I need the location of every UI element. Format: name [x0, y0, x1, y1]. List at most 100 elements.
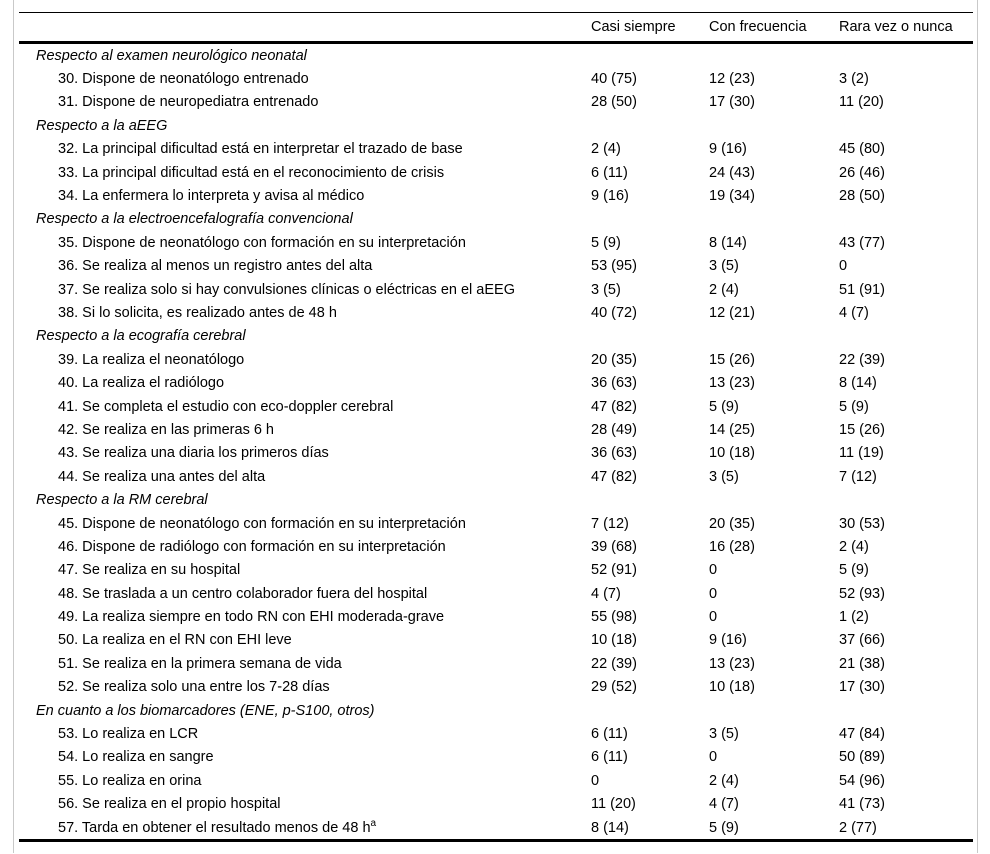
cell-value: 20 (35)	[709, 515, 755, 532]
cell-value: 3 (5)	[709, 726, 739, 743]
row-label-text: 52. Se realiza solo una entre los 7-28 d…	[58, 679, 330, 696]
row-label-text: 43. Se realiza una diaria los primeros d…	[58, 445, 329, 462]
cell-value: 11 (19)	[839, 445, 884, 462]
section-title: Respecto a la ecografía cerebral	[36, 328, 246, 345]
row-label-text: 57. Tarda en obtener el resultado menos …	[58, 819, 371, 836]
section-row: En cuanto a los biomarcadores (ENE, p-S1…	[19, 699, 973, 722]
section-title: Respecto a la electroencefalografía conv…	[36, 211, 353, 228]
table-row: 56. Se realiza en el propio hospital 11 (…	[19, 793, 973, 816]
row-label: 41. Se completa el estudio con eco-doppl…	[19, 395, 591, 418]
cell-value: 36 (63)	[591, 445, 637, 462]
cell-value: 17 (30)	[839, 679, 885, 696]
cell-value: 7 (12)	[591, 515, 629, 532]
cell-value: 14 (25)	[709, 421, 755, 438]
cell-value: 16 (28)	[709, 538, 755, 555]
row-label-text: 45. Dispone de neonatólogo con formación…	[58, 515, 466, 532]
row-label: 44. Se realiza una antes del alta	[19, 465, 591, 488]
cell-value: 9 (16)	[709, 141, 747, 158]
row-label-text: 35. Dispone de neonatólogo con formación…	[58, 234, 466, 251]
cell-value: 10 (18)	[591, 632, 637, 649]
cell-value: 8 (14)	[591, 819, 629, 836]
cell-value: 5 (9)	[591, 234, 621, 251]
header-row: Casi siempre Con frecuencia Rara vez o n…	[19, 12, 973, 44]
table-row: 38. Si lo solicita, es realizado antes d…	[19, 301, 973, 324]
table-row: 44. Se realiza una antes del alta 47 (82)…	[19, 465, 973, 488]
cell-value: 0	[709, 749, 718, 766]
cell-value: 22 (39)	[839, 351, 885, 368]
cell-value: 5 (9)	[709, 819, 739, 836]
cell-value: 4 (7)	[709, 796, 739, 813]
cell-value: 11 (20)	[591, 796, 636, 813]
header-rara-vez: Rara vez o nunca	[839, 12, 973, 44]
section-row: Respecto a la aEEG	[19, 114, 973, 137]
section-row: Respecto a la ecografía cerebral	[19, 325, 973, 348]
cell-value: 54 (96)	[839, 772, 885, 789]
table-row: 43. Se realiza una diaria los primeros d…	[19, 442, 973, 465]
cell-value: 12 (21)	[709, 304, 755, 321]
table-row: 36. Se realiza al menos un registro ante…	[19, 255, 973, 278]
cell-value: 2 (4)	[839, 538, 869, 555]
row-label-text: 31. Dispone de neuropediatra entrenado	[58, 94, 319, 111]
header-empty-cell	[19, 12, 591, 44]
cell-value: 5 (9)	[839, 562, 869, 579]
cell-value: 13 (23)	[709, 655, 755, 672]
cell-value: 20 (35)	[591, 351, 637, 368]
cell-value: 2 (4)	[591, 141, 621, 158]
section-title: En cuanto a los biomarcadores (ENE, p-S1…	[36, 702, 375, 719]
row-label: 31. Dispone de neuropediatra entrenado	[19, 91, 591, 114]
table-row: 31. Dispone de neuropediatra entrenado 28…	[19, 91, 973, 114]
cell-value: 6 (11)	[591, 726, 628, 743]
cell-value: 52 (93)	[839, 585, 885, 602]
cell-value: 2 (77)	[839, 819, 877, 836]
table-row: 34. La enfermera lo interpreta y avisa a…	[19, 184, 973, 207]
cell-value: 24 (43)	[709, 164, 755, 181]
row-label: 40. La realiza el radiólogo	[19, 371, 591, 394]
cell-value: 30 (53)	[839, 515, 885, 532]
table-row: 53. Lo realiza en LCR 6 (11) 3 (5) 47 (84)	[19, 722, 973, 745]
header-con-frecuencia: Con frecuencia	[709, 12, 839, 44]
table-row: 42. Se realiza en las primeras 6 h 28 (49…	[19, 418, 973, 441]
cell-value: 6 (11)	[591, 749, 628, 766]
table-body: Respecto al examen neurológico neonatal 3…	[19, 43, 973, 841]
table-row: 49. La realiza siempre en todo RN con EH…	[19, 605, 973, 628]
row-label-text: 38. Si lo solicita, es realizado antes d…	[58, 304, 337, 321]
row-label-text: 49. La realiza siempre en todo RN con EH…	[58, 609, 445, 626]
row-label-text: 36. Se realiza al menos un registro ante…	[58, 258, 373, 275]
row-label: 42. Se realiza en las primeras 6 h	[19, 418, 591, 441]
row-label: 48. Se traslada a un centro colaborador …	[19, 582, 591, 605]
table-row: 47. Se realiza en su hospital 52 (91) 0 5 (…	[19, 559, 973, 582]
cell-value: 36 (63)	[591, 375, 637, 392]
cell-value: 47 (84)	[839, 726, 885, 743]
row-label: 54. Lo realiza en sangre	[19, 746, 591, 769]
cell-value: 4 (7)	[591, 585, 621, 602]
row-label-text: 33. La principal dificultad está en el r…	[58, 164, 445, 181]
cell-value: 15 (26)	[709, 351, 755, 368]
table-row: 50. La realiza en el RN con EHI leve 10 (…	[19, 629, 973, 652]
survey-results-table: Casi siempre Con frecuencia Rara vez o n…	[19, 12, 973, 843]
cell-value: 52 (91)	[591, 562, 637, 579]
table-row: 30. Dispone de neonatólogo entrenado 40 (…	[19, 67, 973, 90]
table-header: Casi siempre Con frecuencia Rara vez o n…	[19, 12, 973, 44]
cell-value: 21 (38)	[839, 655, 885, 672]
table-row: 57. Tarda en obtener el resultado menos …	[19, 816, 973, 841]
row-label-text: 44. Se realiza una antes del alta	[58, 468, 266, 485]
row-label-text: 39. La realiza el neonatólogo	[58, 351, 245, 368]
cell-value: 4 (7)	[839, 304, 869, 321]
row-label: 36. Se realiza al menos un registro ante…	[19, 255, 591, 278]
document-page: Casi siempre Con frecuencia Rara vez o n…	[13, 0, 978, 853]
row-label-text: 54. Lo realiza en sangre	[58, 749, 214, 766]
row-label-text: 32. La principal dificultad está en inte…	[58, 141, 463, 158]
row-label: 35. Dispone de neonatólogo con formación…	[19, 231, 591, 254]
cell-value: 0	[709, 562, 718, 579]
cell-value: 2 (4)	[709, 281, 739, 298]
cell-value: 13 (23)	[709, 375, 755, 392]
row-label: 43. Se realiza una diaria los primeros d…	[19, 442, 591, 465]
cell-value: 0	[591, 772, 600, 789]
table-row: 54. Lo realiza en sangre 6 (11) 0 50 (89)	[19, 746, 973, 769]
row-label: 39. La realiza el neonatólogo	[19, 348, 591, 371]
cell-value: 53 (95)	[591, 258, 637, 275]
row-label: 51. Se realiza en la primera semana de v…	[19, 652, 591, 675]
footnote-marker: a	[370, 817, 377, 829]
cell-value: 2 (4)	[709, 772, 739, 789]
cell-value: 47 (82)	[591, 468, 637, 485]
